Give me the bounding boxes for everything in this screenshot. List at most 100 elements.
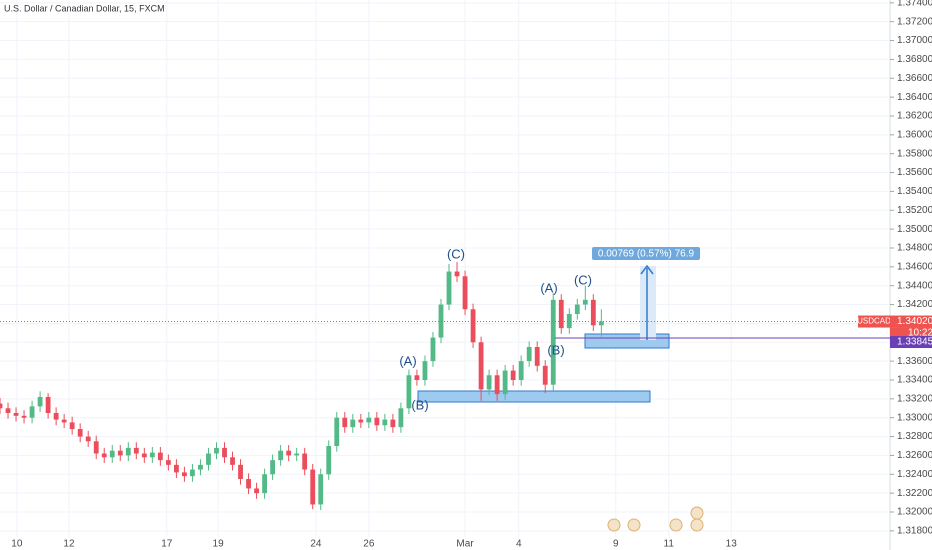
last-price-label: 1.34020 bbox=[897, 316, 932, 327]
chart-title: U.S. Dollar / Canadian Dollar, 15, FXCM bbox=[4, 3, 165, 13]
y-tick-label: 1.34200 bbox=[897, 299, 932, 310]
x-tick-label: 26 bbox=[363, 539, 375, 550]
candle-body bbox=[542, 365, 548, 385]
y-tick-label: 1.36800 bbox=[897, 54, 932, 65]
candle-body bbox=[382, 419, 388, 426]
candle-body bbox=[358, 419, 364, 423]
candle-body bbox=[165, 460, 171, 465]
x-tick-label: 17 bbox=[161, 539, 173, 550]
candle-body bbox=[93, 441, 99, 454]
candle-body bbox=[574, 304, 580, 314]
candle-body bbox=[390, 419, 396, 428]
candle-body bbox=[13, 412, 19, 416]
candle-body bbox=[374, 417, 380, 426]
candle-body bbox=[318, 474, 324, 505]
candle-body bbox=[334, 417, 340, 446]
countdown-box bbox=[890, 327, 932, 339]
wave-label: (B) bbox=[547, 342, 564, 357]
candle-body bbox=[350, 419, 356, 428]
y-tick-label: 1.34600 bbox=[897, 261, 932, 272]
y-tick-label: 1.35800 bbox=[897, 148, 932, 159]
symbol-label: USDCAD bbox=[857, 317, 891, 326]
zone-box bbox=[417, 390, 651, 403]
candle-body bbox=[534, 346, 540, 366]
candle-body bbox=[398, 408, 404, 428]
y-tick-label: 1.36200 bbox=[897, 111, 932, 122]
candle-body bbox=[45, 396, 51, 413]
candle-body bbox=[69, 422, 75, 430]
measure-label: 0.00769 (0.57%) 76.9 bbox=[598, 249, 695, 260]
candle-body bbox=[470, 309, 476, 343]
candle-body bbox=[141, 453, 147, 458]
x-tick-label: 19 bbox=[213, 539, 225, 550]
y-tick-label: 1.33000 bbox=[897, 412, 932, 423]
measure-arrow-head bbox=[640, 264, 654, 275]
wave-label: (B) bbox=[411, 397, 428, 412]
candle-body bbox=[61, 419, 67, 423]
candle-body bbox=[133, 447, 139, 454]
countdown: 10:22 bbox=[908, 328, 932, 339]
candle-body bbox=[262, 474, 267, 494]
candle-body bbox=[342, 417, 348, 428]
candle-body bbox=[446, 271, 452, 305]
x-tick-label: 12 bbox=[63, 539, 75, 550]
zone-box bbox=[584, 333, 670, 349]
measure-label-box bbox=[592, 247, 700, 260]
candle-body bbox=[294, 453, 300, 456]
candle-body bbox=[582, 299, 588, 305]
candle-body bbox=[198, 464, 203, 470]
y-tick-label: 1.34400 bbox=[897, 280, 932, 291]
candle-body bbox=[430, 337, 436, 362]
x-tick-label: 24 bbox=[310, 539, 322, 550]
candle-body bbox=[53, 412, 59, 420]
candle-body bbox=[117, 450, 123, 456]
candle-body bbox=[598, 321, 604, 326]
y-tick-label: 1.36000 bbox=[897, 129, 932, 140]
candle-body bbox=[526, 346, 532, 362]
candle-body bbox=[254, 488, 259, 494]
candle-body bbox=[502, 370, 508, 395]
candle-body bbox=[270, 460, 276, 475]
candle-body bbox=[0, 403, 3, 409]
candle-body bbox=[566, 313, 572, 329]
candle-body bbox=[21, 415, 27, 418]
candle-body bbox=[157, 452, 163, 461]
y-tick-label: 1.33400 bbox=[897, 375, 932, 386]
x-tick-label: 9 bbox=[613, 539, 619, 550]
candle-body bbox=[101, 453, 107, 458]
y-tick-label: 1.35000 bbox=[897, 224, 932, 235]
wave-label: (C) bbox=[447, 246, 465, 261]
candle-body bbox=[5, 408, 11, 413]
candle-body bbox=[246, 478, 251, 489]
x-tick-label: 13 bbox=[726, 539, 738, 550]
y-tick-label: 1.37000 bbox=[897, 35, 932, 46]
candle-body bbox=[422, 361, 428, 380]
candle-body bbox=[173, 464, 179, 473]
x-tick-label: 11 bbox=[664, 539, 675, 550]
candle-body bbox=[286, 450, 292, 456]
marker-price-label: 1.33845 bbox=[897, 337, 932, 348]
y-tick-label: 1.32200 bbox=[897, 488, 932, 499]
y-tick-label: 1.35600 bbox=[897, 167, 932, 178]
candle-body bbox=[494, 375, 500, 395]
wave-label: (C) bbox=[574, 272, 592, 287]
candle-body bbox=[462, 276, 468, 310]
candle-body bbox=[278, 450, 284, 461]
candle-body bbox=[550, 299, 556, 385]
candle-body bbox=[310, 469, 316, 505]
y-tick-label: 1.33600 bbox=[897, 356, 932, 367]
y-tick-label: 1.34800 bbox=[897, 243, 932, 254]
x-tick-label: 10 bbox=[11, 539, 23, 550]
candle-body bbox=[149, 452, 155, 458]
candle-body bbox=[37, 396, 43, 407]
symbol-box bbox=[858, 315, 890, 328]
x-tick-label: Mar bbox=[456, 539, 474, 550]
y-tick-label: 1.36400 bbox=[897, 92, 932, 103]
candle-body bbox=[510, 370, 516, 380]
candle-body bbox=[558, 299, 564, 329]
candle-body bbox=[454, 271, 460, 277]
candle-body bbox=[486, 375, 492, 390]
candle-body bbox=[302, 453, 308, 470]
y-tick-label: 1.32800 bbox=[897, 431, 932, 442]
y-tick-label: 1.35200 bbox=[897, 205, 932, 216]
